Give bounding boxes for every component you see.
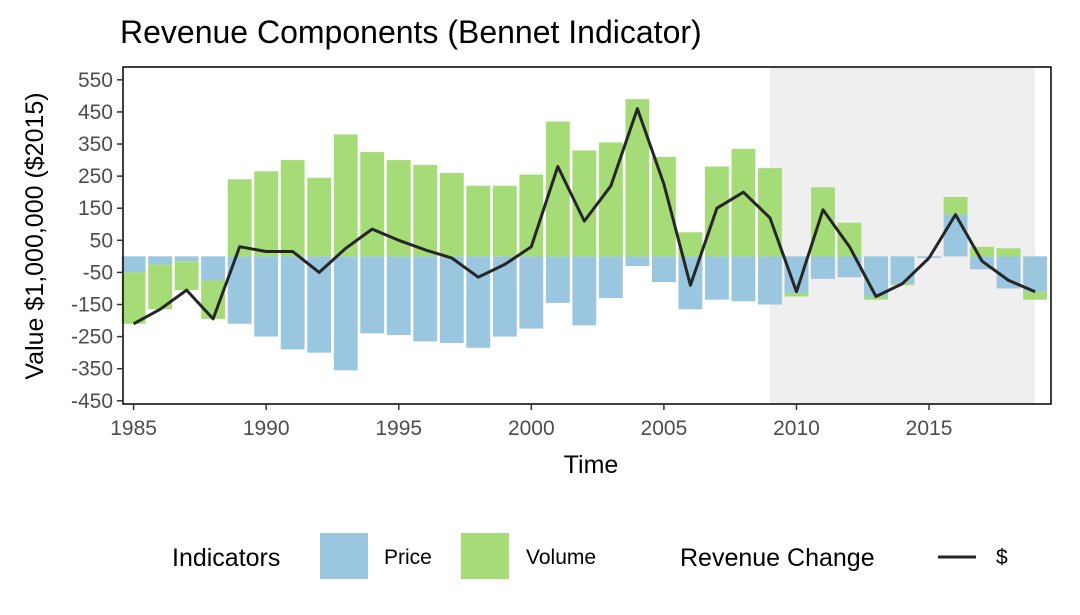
bar-price-2003 <box>598 256 623 299</box>
legend-swatch-price <box>320 533 368 579</box>
bar-price-1988 <box>201 256 226 281</box>
bar-volume-2004 <box>625 99 650 257</box>
y-tick-label: 50 <box>90 229 113 252</box>
bar-volume-1990 <box>254 171 279 257</box>
bar-price-2010 <box>784 256 809 294</box>
bar-volume-1985 <box>121 272 146 324</box>
bar-volume-2005 <box>651 156 676 257</box>
y-tick-label: -450 <box>71 390 113 413</box>
bars-layer <box>121 99 1048 371</box>
bar-price-2008 <box>731 256 756 302</box>
bar-price-2011 <box>811 256 835 279</box>
bar-volume-1992 <box>307 177 332 257</box>
x-tick-label: 1995 <box>375 417 422 440</box>
bar-volume-1997 <box>439 172 464 257</box>
bar-volume-2016 <box>943 196 968 215</box>
bar-volume-2013 <box>864 296 888 300</box>
bar-price-2012 <box>837 256 862 278</box>
bar-volume-2001 <box>545 121 570 257</box>
bar-price-2013 <box>864 256 888 297</box>
bar-price-1991 <box>280 256 305 350</box>
bar-volume-2017 <box>970 246 994 257</box>
bar-volume-1994 <box>360 152 385 257</box>
bar-volume-2010 <box>784 293 809 297</box>
y-tick-label: 450 <box>78 101 113 124</box>
bar-price-1992 <box>307 256 332 353</box>
bar-price-1987 <box>174 256 199 262</box>
bar-volume-1995 <box>386 160 411 257</box>
bar-volume-1993 <box>333 134 358 257</box>
chart-title: Revenue Components (Bennet Indicator) <box>120 14 702 50</box>
legend-swatch-volume <box>461 533 509 579</box>
bar-volume-1986 <box>148 264 173 310</box>
plot-panel-border <box>122 66 1052 405</box>
y-tick-label: 350 <box>78 133 113 156</box>
bar-price-1998 <box>466 256 491 348</box>
revenue-change-line <box>132 107 1036 326</box>
bar-volume-2012 <box>837 222 862 257</box>
bar-price-2001 <box>545 256 570 303</box>
bar-price-2002 <box>572 256 597 326</box>
x-axis: 1985 1990 1995 2000 2005 2010 2015 <box>110 404 952 440</box>
bar-volume-1999 <box>492 185 517 257</box>
bar-volume-1988 <box>201 280 226 319</box>
bar-price-1996 <box>413 256 438 342</box>
bar-price-2018 <box>996 256 1021 289</box>
shaded-region <box>769 67 1036 404</box>
bar-volume-2002 <box>572 150 597 257</box>
bar-volume-2006 <box>678 232 703 257</box>
bar-volume-2011 <box>811 187 835 257</box>
y-tick-label: 250 <box>78 165 113 188</box>
bar-price-2000 <box>519 256 544 329</box>
y-axis: -450 -350 -250 -150 -50 50 150 250 350 450 550 <box>71 69 123 413</box>
y-tick-label: 550 <box>78 69 113 92</box>
bar-volume-2018 <box>996 248 1021 257</box>
bar-price-1986 <box>148 256 173 265</box>
x-tick-label: 1990 <box>243 417 290 440</box>
y-tick-label: -250 <box>71 326 113 349</box>
bar-volume-1987 <box>174 261 199 291</box>
legend-title-indicators: Indicators <box>172 544 280 572</box>
x-tick-label: 2015 <box>906 417 953 440</box>
x-axis-title: Time <box>564 451 619 479</box>
legend-label-price: Price <box>384 546 432 569</box>
bar-price-2005 <box>651 256 676 283</box>
y-tick-label: 150 <box>78 197 113 220</box>
bar-price-1989 <box>227 256 252 324</box>
bar-price-1985 <box>121 256 146 273</box>
bar-volume-1998 <box>466 185 491 257</box>
legend-label-volume: Volume <box>526 546 596 569</box>
bar-price-1999 <box>492 256 517 337</box>
x-tick-label: 2010 <box>773 417 820 440</box>
bar-volume-1996 <box>413 164 438 257</box>
y-axis-title: Value $1,000,000 ($2015) <box>21 92 49 379</box>
legend-title-revenue-change: Revenue Change <box>680 544 875 572</box>
bar-price-2014 <box>890 256 915 284</box>
bar-price-1995 <box>386 256 411 335</box>
y-tick-label: -350 <box>71 358 113 381</box>
bar-price-2016 <box>943 214 968 257</box>
bar-price-2009 <box>758 256 782 305</box>
bar-price-2019 <box>1023 256 1048 292</box>
bar-volume-2019 <box>1023 291 1048 300</box>
x-tick-label: 2000 <box>508 417 555 440</box>
bar-price-1997 <box>439 256 464 344</box>
y-tick-label: -150 <box>71 294 113 317</box>
bar-volume-2000 <box>519 174 544 257</box>
bar-price-1994 <box>360 256 385 334</box>
bar-price-2004 <box>625 256 650 266</box>
bar-price-1990 <box>254 256 279 337</box>
y-tick-label: -50 <box>83 261 113 284</box>
x-tick-label: 1985 <box>110 417 157 440</box>
bar-volume-2008 <box>731 148 756 257</box>
bar-price-2007 <box>704 256 729 300</box>
legend: Indicators Price Volume Revenue Change $ <box>172 533 1008 579</box>
bar-volume-1991 <box>280 160 305 257</box>
legend-label-line: $ <box>996 546 1008 569</box>
bar-price-1993 <box>333 256 358 371</box>
x-tick-label: 2005 <box>641 417 688 440</box>
bar-volume-1989 <box>227 179 252 257</box>
